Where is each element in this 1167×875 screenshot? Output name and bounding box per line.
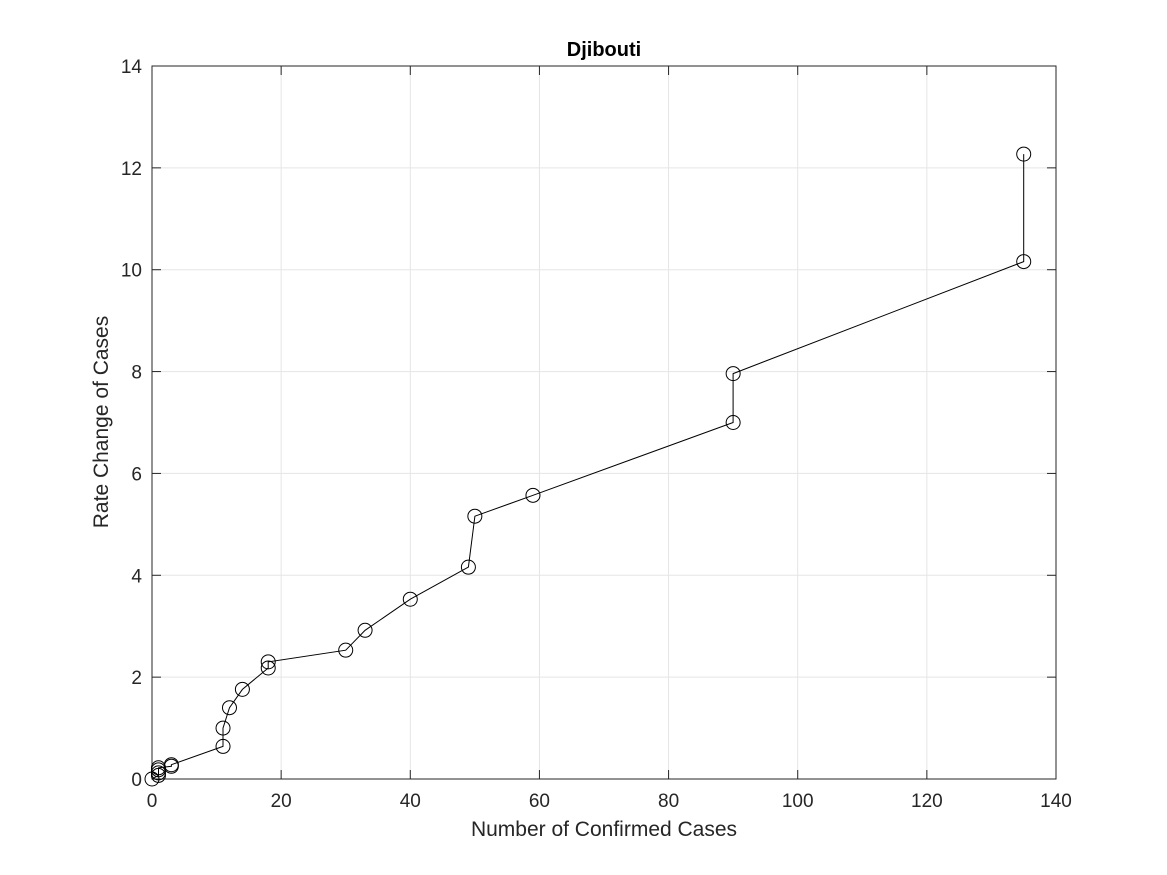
plot-background	[152, 66, 1056, 779]
data-point-marker	[467, 508, 483, 524]
y-tick-label: 2	[131, 668, 142, 689]
x-tick-label: 100	[782, 791, 814, 812]
x-axis-label: Number of Confirmed Cases	[471, 818, 737, 841]
data-point-marker	[525, 487, 541, 503]
data-point-marker	[357, 622, 373, 638]
chart-title: Djibouti	[567, 39, 641, 61]
data-point-marker	[215, 738, 231, 754]
data-point-marker	[260, 660, 276, 676]
axes-layer	[151, 65, 1057, 780]
data-point-marker	[221, 700, 237, 716]
y-tick-label: 12	[121, 159, 142, 180]
x-tick-label: 20	[271, 791, 292, 812]
data-point-marker	[1016, 146, 1032, 162]
data-point-marker	[234, 681, 250, 697]
y-tick-label: 14	[121, 57, 143, 78]
data-point-marker	[725, 415, 741, 430]
x-tick-label: 140	[1040, 791, 1072, 812]
y-axis-label: Rate Change of Cases	[90, 316, 113, 528]
tick-label-layer: 0 20 40 60 80 100 120 140 0 2 4 6 8 10 12 14	[121, 57, 1072, 812]
x-tick-label: 80	[658, 791, 679, 812]
x-tick-label: 0	[147, 791, 158, 812]
data-point-marker	[260, 654, 276, 670]
x-tick-label: 40	[400, 791, 421, 812]
y-tick-label: 0	[131, 770, 142, 791]
y-tick-label: 6	[131, 464, 142, 485]
y-tick-label: 10	[121, 261, 142, 282]
x-tick-label: 60	[529, 791, 550, 812]
data-point-marker	[725, 366, 741, 382]
data-point-marker	[460, 559, 476, 575]
series-layer	[144, 146, 1032, 787]
y-tick-label: 8	[131, 363, 142, 384]
x-tick-label: 120	[911, 791, 943, 812]
data-point-marker	[1016, 254, 1032, 270]
data-point-marker	[163, 757, 179, 773]
axes-box	[151, 65, 1057, 780]
data-point-marker	[402, 591, 418, 607]
y-tick-label: 4	[131, 566, 142, 587]
data-point-marker	[215, 720, 231, 736]
grid-layer	[151, 65, 1057, 780]
data-point-marker	[338, 642, 354, 658]
data-point-marker	[150, 765, 166, 781]
